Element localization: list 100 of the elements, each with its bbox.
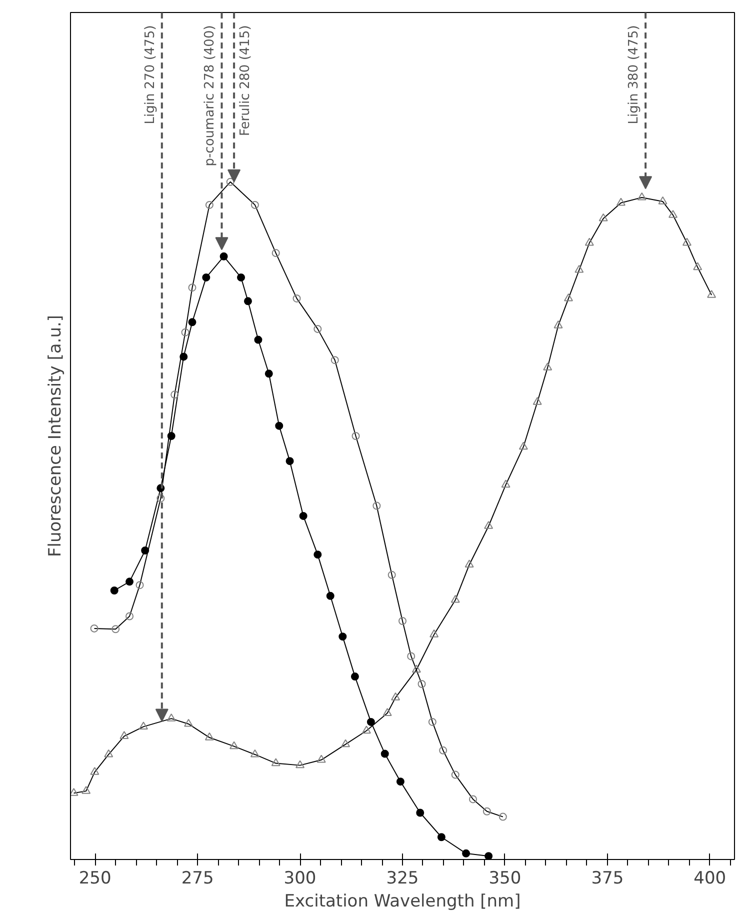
point — [637, 192, 646, 200]
x-axis-title: Excitation Wavelength [nm] — [284, 892, 521, 912]
annotation: Ferulic 280 (415) — [238, 25, 254, 136]
x-tick-label: 250 — [78, 868, 112, 888]
point — [388, 570, 396, 579]
point — [484, 852, 493, 860]
y-axis-title: Fluorescence Intensity [a.u.] — [46, 314, 66, 558]
point — [181, 328, 190, 336]
point — [352, 432, 360, 440]
point — [275, 422, 284, 430]
point — [484, 521, 494, 529]
point — [462, 849, 470, 858]
point — [464, 560, 474, 568]
point — [120, 731, 129, 739]
x-tick-label: 350 — [488, 868, 522, 888]
point — [244, 297, 252, 306]
point — [205, 200, 214, 209]
point — [188, 318, 196, 326]
point — [598, 213, 608, 222]
point — [156, 494, 165, 502]
point — [407, 652, 416, 660]
point — [391, 692, 400, 700]
point — [682, 238, 692, 246]
x-tick-label: 375 — [591, 868, 624, 888]
point — [250, 749, 260, 758]
x-tick-label: 275 — [181, 868, 214, 888]
point — [264, 370, 273, 378]
point — [450, 594, 460, 603]
point — [396, 778, 404, 786]
x-tick-label: 400 — [694, 868, 726, 888]
annotation: p-coumaric 278 (400) — [202, 25, 218, 166]
point — [554, 320, 563, 328]
point — [532, 397, 542, 405]
point — [230, 741, 239, 750]
point — [668, 210, 678, 218]
point — [237, 273, 246, 282]
point — [430, 629, 439, 638]
point — [428, 718, 436, 726]
point — [418, 680, 426, 688]
point — [326, 592, 334, 600]
point — [574, 264, 584, 273]
point — [314, 550, 322, 559]
point — [412, 664, 421, 673]
point — [362, 726, 371, 734]
point — [299, 512, 308, 520]
point — [616, 198, 626, 206]
x-tick-label: 300 — [284, 868, 316, 888]
point — [437, 833, 446, 842]
point — [382, 708, 392, 716]
point — [543, 362, 552, 370]
point — [707, 290, 716, 298]
point — [220, 252, 228, 260]
point — [350, 672, 359, 681]
point — [518, 442, 528, 450]
annotation: Ligin 270 (475) — [142, 25, 158, 124]
x-tick-label: 325 — [386, 868, 419, 888]
point — [564, 293, 573, 302]
point — [341, 739, 350, 748]
point — [82, 786, 91, 794]
point — [272, 249, 280, 258]
point — [166, 713, 176, 722]
point — [416, 808, 424, 817]
point — [372, 502, 381, 510]
point — [693, 262, 702, 270]
point — [250, 200, 259, 209]
point — [286, 457, 294, 466]
point — [439, 746, 448, 754]
point — [498, 812, 507, 821]
point — [141, 546, 150, 555]
point — [70, 788, 78, 796]
point — [314, 324, 322, 333]
annotation: Ligin 380 (475) — [626, 25, 642, 124]
point — [90, 766, 100, 775]
point — [254, 336, 262, 344]
point — [338, 632, 347, 641]
point — [380, 750, 389, 758]
point — [330, 356, 339, 364]
point — [112, 625, 120, 634]
point — [226, 178, 234, 186]
point — [184, 718, 194, 727]
point — [584, 238, 594, 246]
point — [482, 807, 491, 816]
point — [170, 390, 179, 399]
point — [188, 284, 196, 292]
point — [292, 294, 301, 302]
point — [296, 760, 305, 768]
point — [316, 754, 326, 763]
point — [126, 612, 134, 620]
point — [501, 480, 510, 488]
point — [126, 578, 134, 586]
point — [104, 749, 114, 758]
point — [90, 624, 98, 632]
point — [136, 581, 144, 590]
point — [204, 732, 214, 740]
point — [469, 795, 477, 804]
point — [366, 718, 375, 726]
point — [202, 273, 210, 282]
point — [398, 616, 406, 625]
point — [110, 586, 118, 594]
point — [271, 758, 280, 766]
